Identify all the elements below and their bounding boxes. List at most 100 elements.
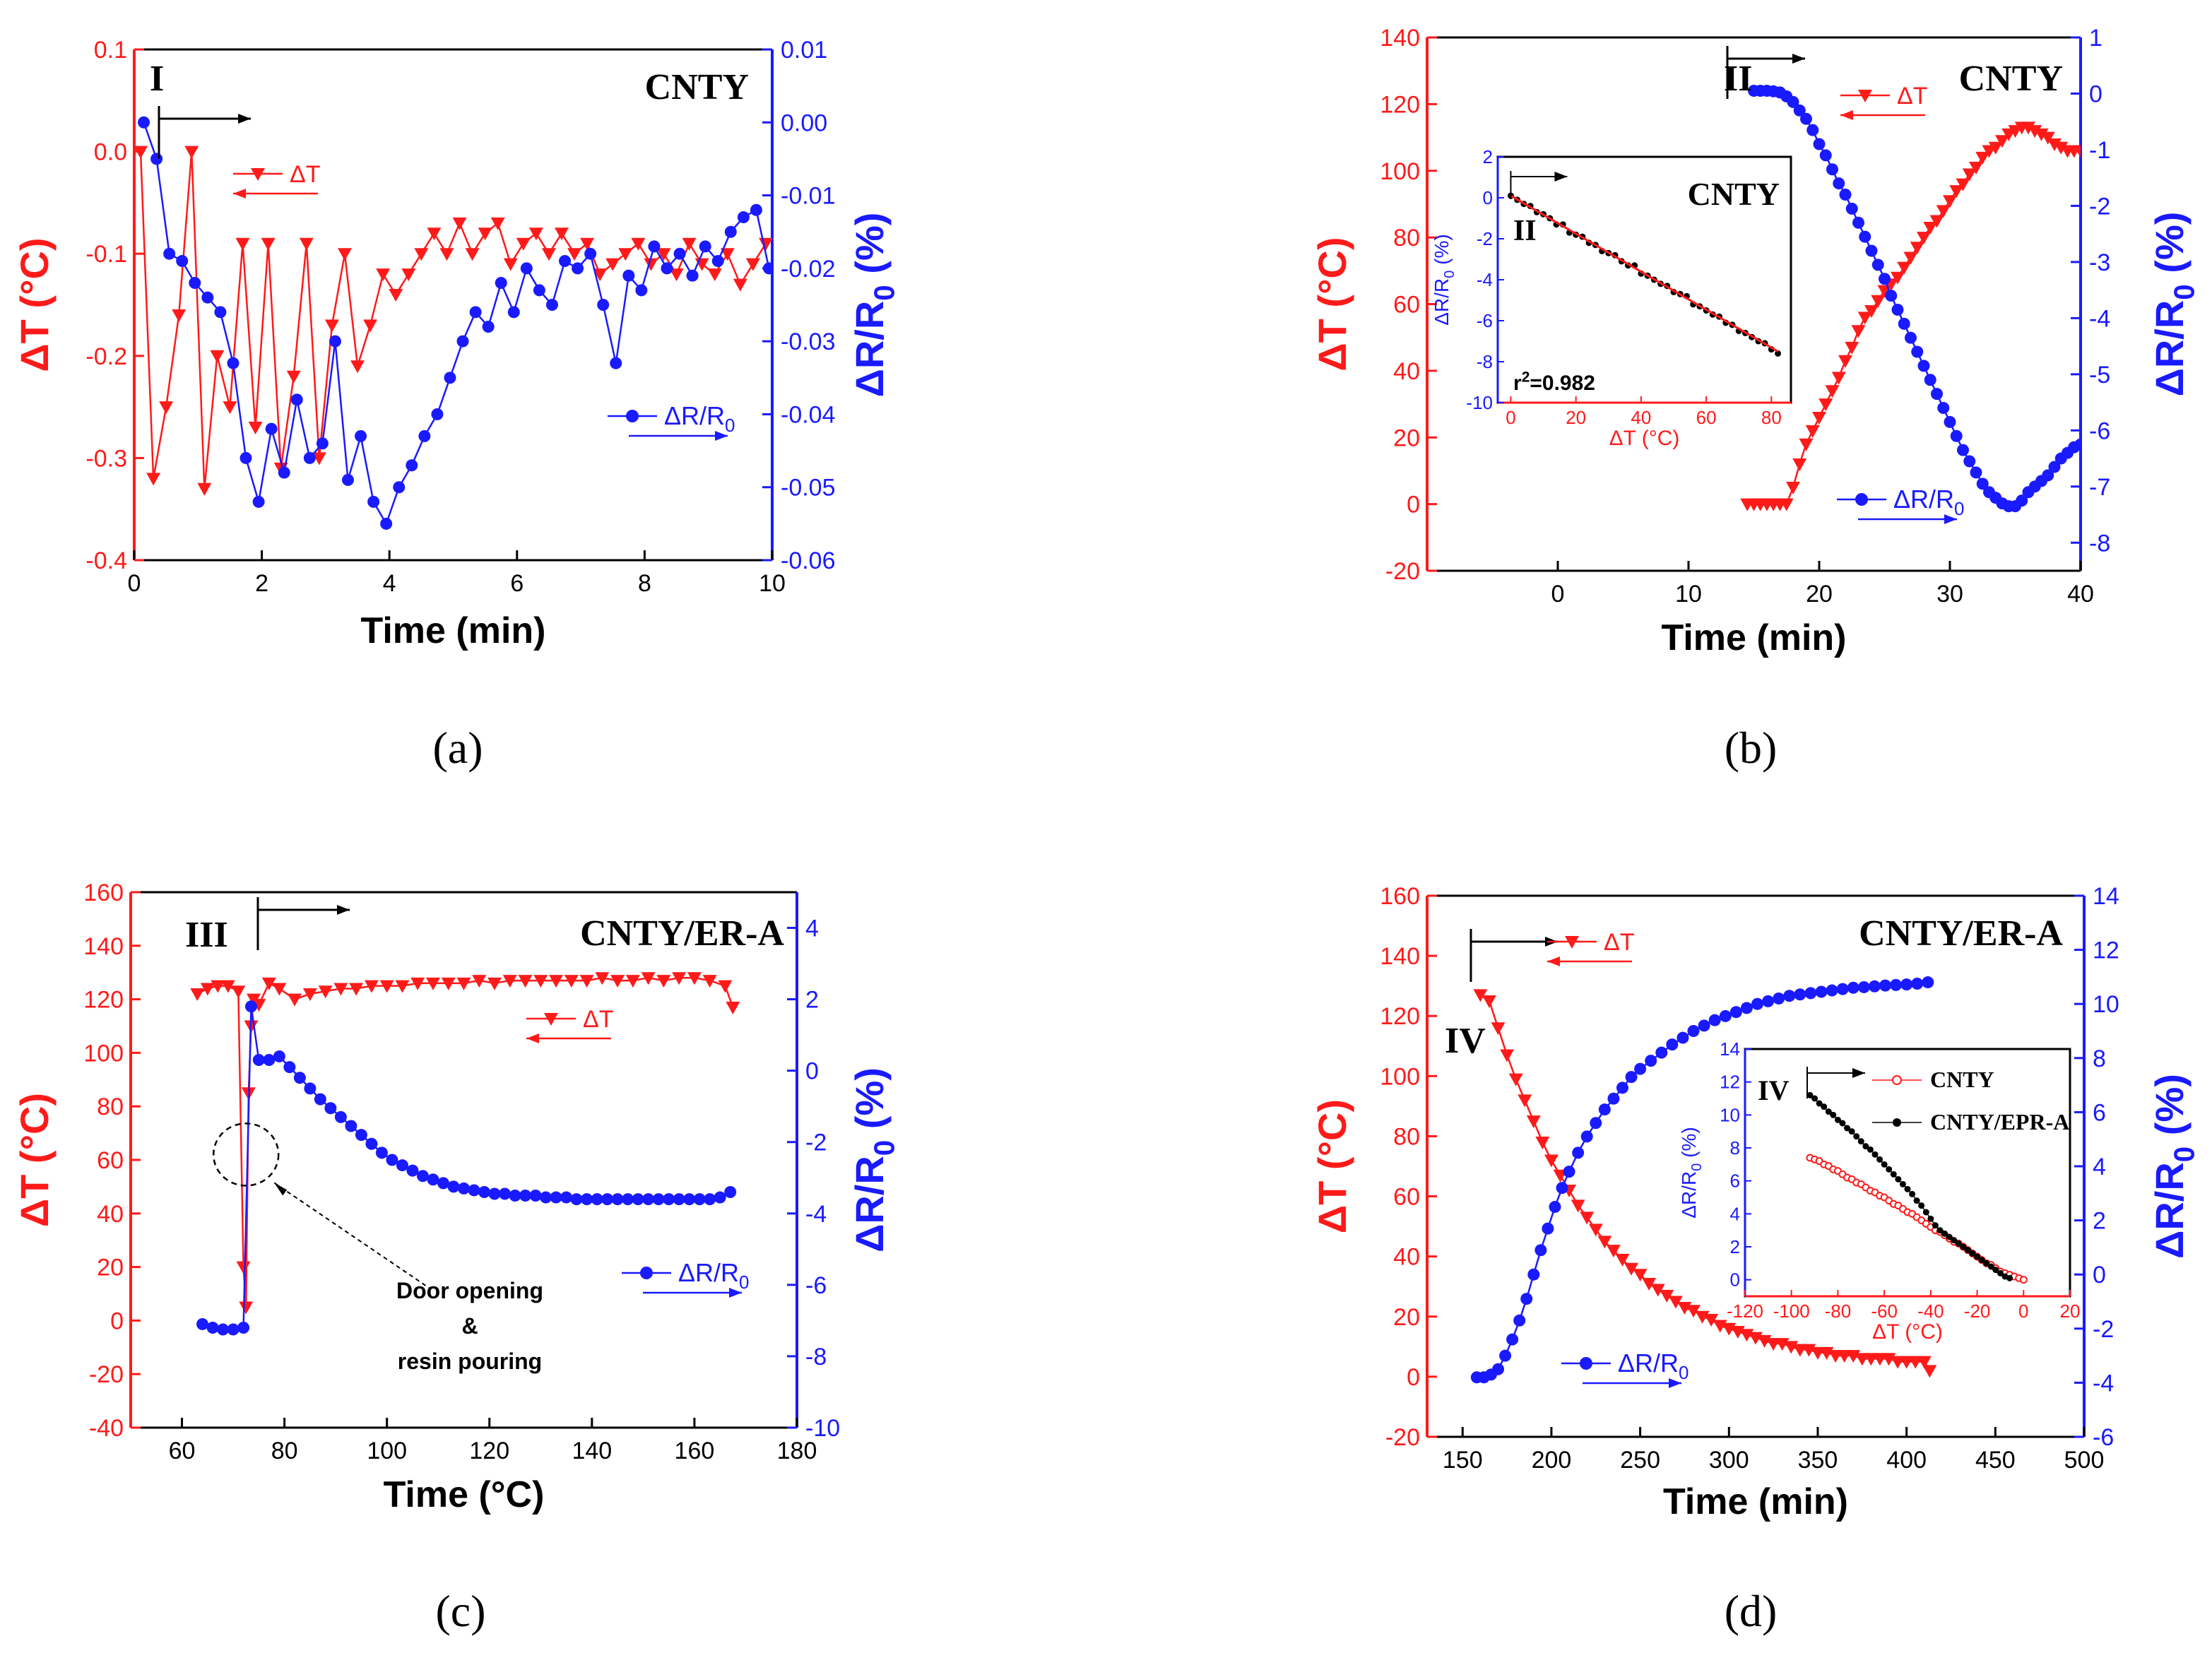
x-tick-label: 20 <box>1806 581 1833 608</box>
data-point <box>516 237 531 251</box>
data-point <box>1969 162 1983 175</box>
inset-legend-label: CNTY <box>1930 1067 1994 1092</box>
right-y-tick-label: 14 <box>2093 883 2119 910</box>
legend-label: ΔR/R0 <box>1618 1349 1688 1383</box>
data-point <box>560 1191 573 1204</box>
data-point <box>1634 1062 1647 1075</box>
inset-y-tick-label: -8 <box>1477 351 1493 372</box>
data-point <box>584 247 597 260</box>
data-point <box>1779 498 1794 511</box>
data-point <box>1943 195 1957 208</box>
data-point <box>244 1000 257 1013</box>
left-y-tick-label: 120 <box>83 987 124 1014</box>
data-point <box>1871 259 1884 271</box>
right-y-tick-label: -1 <box>2089 137 2110 164</box>
data-point <box>263 1054 276 1067</box>
data-point <box>418 429 431 442</box>
inset-data-point <box>1927 1215 1934 1222</box>
data-point <box>261 977 276 990</box>
data-point <box>661 262 673 275</box>
data-point <box>324 319 339 333</box>
data-point <box>625 975 640 988</box>
data-point <box>1571 1199 1585 1213</box>
right-y-tick-label: -0.05 <box>781 475 836 502</box>
left-y-tick-label: 0 <box>110 1308 124 1334</box>
data-point <box>231 985 246 999</box>
legend-label: ΔT <box>1897 83 1927 109</box>
inset-data-point <box>1922 1209 1929 1216</box>
right-y-tick-label: -4 <box>2093 1370 2114 1397</box>
data-point <box>1922 1365 1937 1378</box>
x-axis-label: Time (min) <box>1662 617 1847 658</box>
data-point <box>1804 987 1817 1000</box>
data-point <box>564 975 579 988</box>
data-point <box>1898 317 1910 330</box>
x-tick-label: 8 <box>638 570 651 597</box>
data-point <box>314 1093 326 1106</box>
right-y-axis-label-part: (%) <box>847 1067 892 1140</box>
x-tick-label: 120 <box>469 1438 509 1464</box>
data-point <box>1831 372 1846 385</box>
legend-label: ΔR/R0 <box>664 401 735 436</box>
data-point <box>324 1102 337 1115</box>
data-point <box>687 972 702 985</box>
data-point <box>507 306 520 319</box>
inset-y-axis-label-sub: 0 <box>1689 1163 1705 1171</box>
data-point <box>1793 104 1806 117</box>
inset-data-point <box>1830 1111 1837 1118</box>
data-point <box>288 993 302 1007</box>
legend-label-part: ΔR/R <box>664 401 725 430</box>
data-point <box>427 1173 439 1186</box>
data-point <box>1616 1082 1628 1094</box>
legend-label-sub: 0 <box>725 416 735 436</box>
left-y-tick-label: 60 <box>1393 292 1420 319</box>
data-point <box>1810 1346 1825 1360</box>
inset-x-tick-label: 40 <box>1631 407 1651 428</box>
right-y-axis-label-sub: 0 <box>2168 284 2201 300</box>
data-point <box>379 980 394 993</box>
data-point <box>518 975 533 988</box>
data-point <box>227 1323 239 1336</box>
data-point <box>611 1193 624 1206</box>
data-point <box>304 1082 317 1095</box>
data-point <box>1556 1182 1568 1195</box>
left-y-tick-label: 100 <box>83 1040 124 1067</box>
left-y-tick-label: -0.1 <box>85 241 127 268</box>
x-tick-label: 80 <box>271 1438 298 1464</box>
data-point <box>190 988 205 1002</box>
data-point <box>641 972 656 985</box>
data-point <box>472 975 487 988</box>
data-point <box>1917 232 1931 245</box>
data-point <box>1563 1166 1575 1178</box>
data-point <box>595 972 610 985</box>
data-point <box>239 451 252 464</box>
inset-frame <box>1744 1048 2071 1298</box>
data-point <box>345 1120 357 1132</box>
inset-x-tick-label: 20 <box>1566 407 1586 428</box>
inset-y-tick-label: 14 <box>1720 1038 1740 1060</box>
data-point <box>452 217 467 230</box>
inset-stage-label: II <box>1513 215 1537 247</box>
data-point <box>482 320 495 333</box>
data-point <box>265 422 278 435</box>
data-point <box>693 1193 706 1206</box>
x-tick-label: 10 <box>759 570 786 597</box>
data-point <box>478 227 492 241</box>
x-axis-label: Time (°C) <box>384 1474 545 1515</box>
data-point <box>1826 163 1838 176</box>
data-point <box>414 248 429 261</box>
data-point <box>1890 978 1903 991</box>
data-point <box>632 1193 644 1206</box>
data-point <box>210 350 225 363</box>
chart-panel-a: 0 2 4 6 8 10 -0.4 -0.3 -0.2 -0.1 0.0 0.1 -0.06 -0.05 -… <box>12 37 901 773</box>
right-y-tick-label: 2 <box>805 987 819 1014</box>
inset-data-point <box>1876 1156 1883 1163</box>
legend-label-sub: 0 <box>1954 499 1964 519</box>
data-point <box>1956 178 1970 191</box>
chart-panel-b: 0 10 20 30 40-20020406080100120140-8-7-6-5-4… <box>1310 25 2201 773</box>
right-y-tick-label: 2 <box>2093 1208 2106 1235</box>
data-point <box>707 268 722 282</box>
stage-arrow-head <box>1792 54 1805 64</box>
legend-label-sub: 0 <box>739 1273 749 1293</box>
legend-label: ΔT <box>290 161 320 188</box>
